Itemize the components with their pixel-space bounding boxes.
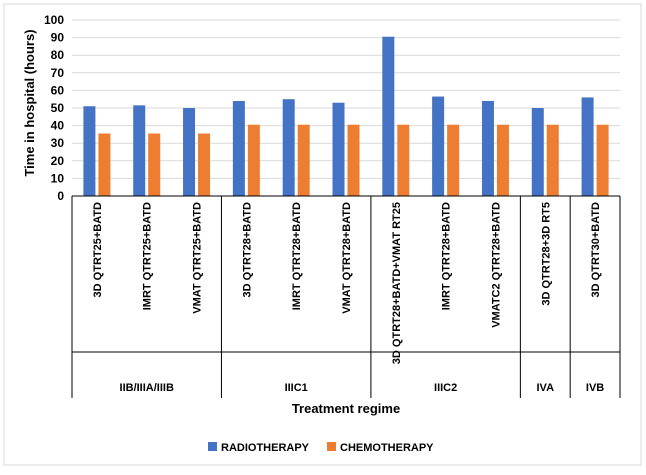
bar-radiotherapy xyxy=(432,96,445,196)
bar-chemotherapy xyxy=(148,133,161,196)
bar-chemotherapy xyxy=(347,124,360,196)
x-category-label: 3D QTRT25+BATD xyxy=(92,202,104,298)
x-axis: 3D QTRT25+BATD IMRT QTRT25+BATD VMAT QTRT2… xyxy=(71,195,621,398)
group-label: IVA xyxy=(537,382,555,394)
bar-chemotherapy xyxy=(247,124,260,196)
bar-radiotherapy xyxy=(133,105,146,196)
bar-radiotherapy xyxy=(481,100,494,196)
bar-chemotherapy xyxy=(447,124,460,196)
x-category-label: IMRT QTRT28+BATD xyxy=(441,202,453,310)
x-category-label: 3D QTRT28+BATD xyxy=(241,202,253,298)
y-tick-label: 100 xyxy=(44,13,64,27)
bar-radiotherapy xyxy=(581,97,594,196)
bar-chemotherapy xyxy=(397,124,410,196)
bar-radiotherapy xyxy=(332,102,345,196)
bar-chemotherapy xyxy=(297,124,310,196)
y-tick-label: 40 xyxy=(51,119,65,133)
bar-radiotherapy xyxy=(382,36,395,196)
bar-radiotherapy xyxy=(83,106,96,196)
group-label: IIIC2 xyxy=(434,382,457,394)
y-tick-label: 0 xyxy=(57,189,64,203)
y-tick-label: 20 xyxy=(51,154,65,168)
x-category-label: 3D QTRT30+BATD xyxy=(590,202,602,298)
x-axis-title: Treatment regime xyxy=(292,401,400,416)
bar-chemotherapy xyxy=(98,133,111,196)
x-category-label: IMRT QTRT28+BATD xyxy=(291,202,303,310)
y-tick-label: 90 xyxy=(51,31,65,45)
legend-swatch xyxy=(208,442,217,451)
legend-swatch xyxy=(327,442,336,451)
y-axis-title: Time in hospital (hours) xyxy=(22,29,37,176)
y-tick-label: 10 xyxy=(51,171,65,185)
bar-chemotherapy xyxy=(596,124,609,196)
y-tick-label: 50 xyxy=(51,101,65,115)
y-tick-label: 70 xyxy=(51,66,65,80)
x-category-label: VMATC2 QTRT28+BATD xyxy=(490,202,502,328)
group-label: IIIC1 xyxy=(285,382,308,394)
x-category-label: VMAT QTRT25+BATD xyxy=(192,202,204,314)
bar-chemotherapy xyxy=(496,124,509,196)
legend-label: RADIOTHERAPY xyxy=(221,442,310,454)
x-category-label: IMRT QTRT25+BATD xyxy=(142,202,154,310)
bar-radiotherapy xyxy=(232,100,245,196)
chart-border xyxy=(3,3,642,466)
group-label: IIB/IIIA/IIIB xyxy=(120,382,174,394)
x-category-label: 3D QTRT28+3D RT5 xyxy=(540,202,552,306)
bars xyxy=(83,36,609,196)
y-tick-label: 30 xyxy=(51,136,65,150)
bar-radiotherapy xyxy=(282,99,295,196)
y-tick-label: 80 xyxy=(51,48,65,62)
group-label: IVB xyxy=(586,382,604,394)
bar-chemotherapy xyxy=(198,133,211,196)
x-category-label: 3D QTRT28+BATD+VMAT RT25 xyxy=(391,202,403,364)
legend-label: CHEMOTHERAPY xyxy=(340,442,434,454)
legend: RADIOTHERAPY CHEMOTHERAPY xyxy=(208,442,434,454)
bar-radiotherapy xyxy=(531,108,544,196)
y-tick-label: 60 xyxy=(51,83,65,97)
y-axis: 0 10 20 30 40 50 60 70 80 90 100 xyxy=(44,13,64,203)
x-category-label: VMAT QTRT28+BATD xyxy=(341,202,353,314)
bar-chemotherapy xyxy=(546,124,559,196)
bar-radiotherapy xyxy=(183,108,196,196)
